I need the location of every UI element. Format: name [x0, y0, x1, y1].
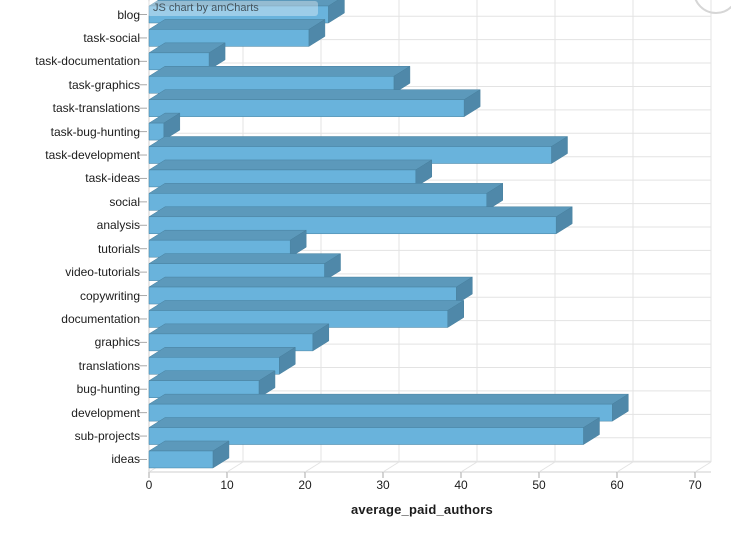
category-label-task-documentation: task-documentation [35, 54, 140, 69]
bar-tutorials[interactable] [148, 229, 308, 258]
bar-front-face[interactable] [148, 310, 448, 328]
bar-top-face[interactable] [148, 229, 308, 241]
category-label-translations: translations [78, 358, 140, 373]
tick-depth-connector [538, 461, 556, 473]
category-label-bug-hunting: bug-hunting [76, 382, 140, 397]
x-tick-label-40: 40 [454, 478, 468, 492]
tick-depth-connector [304, 461, 322, 473]
category-label-task-bug-hunting: task-bug-hunting [50, 124, 140, 139]
x-tick-label-60: 60 [610, 478, 624, 492]
category-label-video-tutorials: video-tutorials [65, 265, 140, 280]
bar-top-face[interactable] [148, 206, 574, 218]
bar-top-face[interactable] [148, 323, 330, 335]
bar-development[interactable] [148, 393, 630, 422]
bar-task-development[interactable] [148, 136, 569, 164]
bar-top-face[interactable] [148, 347, 297, 358]
bar-top-face[interactable] [148, 159, 433, 171]
bar-sub-projects[interactable] [148, 417, 601, 446]
category-label-analysis: analysis [96, 218, 140, 233]
bar-top-face[interactable] [148, 370, 276, 381]
x-tick-label-10: 10 [220, 478, 234, 492]
category-label-task-development: task-development [45, 148, 140, 163]
x-tick-label-30: 30 [376, 478, 390, 492]
tick-depth-connector [460, 461, 478, 473]
bar-task-graphics[interactable] [148, 65, 411, 94]
bar-top-face[interactable] [148, 89, 481, 100]
bar-analysis[interactable] [148, 206, 574, 235]
bar-translations[interactable] [148, 346, 297, 375]
bar-task-documentation[interactable] [148, 42, 226, 71]
category-label-blog: blog [117, 7, 140, 22]
bar-front-face[interactable] [148, 357, 280, 375]
bar-front-face[interactable] [148, 122, 165, 141]
bar-top-face[interactable] [148, 66, 411, 77]
x-tick-label-0: 0 [145, 478, 153, 492]
x-tick-label-70: 70 [688, 478, 702, 492]
bar-top-face[interactable] [148, 183, 504, 194]
category-label-ideas: ideas [111, 452, 140, 467]
bar-front-face[interactable] [148, 450, 214, 469]
bar-top-face[interactable] [148, 300, 465, 311]
amcharts-watermark-link[interactable]: JS chart by amCharts [147, 1, 318, 16]
x-axis-title: average_paid_authors [350, 502, 493, 517]
category-label-documentation: documentation [61, 311, 140, 326]
category-label-tutorials: tutorials [97, 241, 140, 256]
bar-bug-hunting[interactable] [148, 370, 276, 399]
bar-task-social[interactable] [148, 18, 326, 47]
bar-front-face[interactable] [148, 146, 552, 164]
category-label-task-translations: task-translations [52, 101, 140, 116]
bar-top-face[interactable] [148, 253, 342, 264]
bar-graphics[interactable] [148, 323, 330, 352]
bar-ideas[interactable] [148, 440, 230, 469]
x-tick-label-50: 50 [532, 478, 546, 492]
bar-task-translations[interactable] [148, 89, 481, 118]
category-label-sub-projects: sub-projects [74, 429, 140, 444]
x-tick-label-20: 20 [298, 478, 312, 492]
bar-task-ideas[interactable] [148, 159, 433, 188]
category-label-graphics: graphics [94, 335, 140, 350]
bar-front-face[interactable] [148, 99, 465, 117]
bar-task-bug-hunting[interactable] [148, 112, 181, 141]
bar-top-face[interactable] [148, 136, 569, 147]
bar-front-face[interactable] [148, 29, 310, 47]
category-label-copywriting: copywriting [79, 288, 140, 303]
bar-documentation[interactable] [148, 300, 465, 328]
bar-social[interactable] [148, 182, 504, 211]
tick-depth-connector [226, 461, 244, 473]
category-label-social: social [109, 194, 140, 209]
tick-depth-connector [694, 461, 712, 473]
tick-depth-connector [616, 461, 634, 473]
bar-front-face[interactable] [148, 333, 314, 352]
tick-depth-connector [382, 461, 400, 473]
bar-top-face[interactable] [148, 19, 326, 30]
bar-front-face[interactable] [148, 216, 557, 235]
category-label-task-social: task-social [83, 30, 140, 45]
bar-front-face[interactable] [148, 403, 613, 422]
bar-top-face[interactable] [148, 417, 601, 428]
bar-front-face[interactable] [148, 5, 329, 24]
bar-blog[interactable] [148, 0, 345, 24]
bar-front-face[interactable] [148, 427, 584, 445]
category-label-task-graphics: task-graphics [68, 77, 140, 92]
category-label-development: development [71, 405, 140, 420]
category-label-task-ideas: task-ideas [85, 171, 140, 186]
bar-top-face[interactable] [148, 393, 630, 405]
bar-video-tutorials[interactable] [148, 253, 342, 282]
bar-top-face[interactable] [148, 276, 474, 288]
bar-copywriting[interactable] [148, 276, 474, 305]
